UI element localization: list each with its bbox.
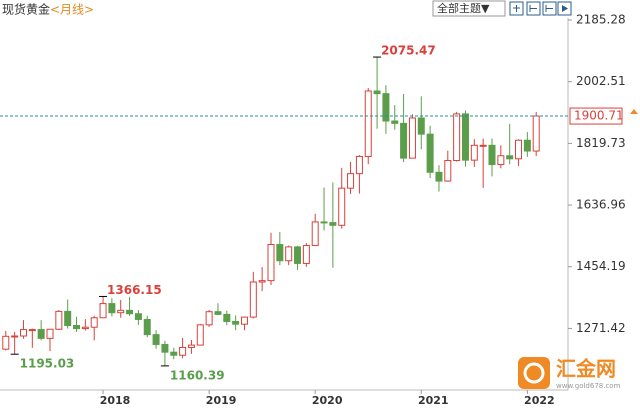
candle-body [338,187,346,226]
icon-glyph [545,5,553,12]
candle-body [205,311,213,326]
low-label: 1160.39 [170,368,225,382]
watermark-url: www.gold678.com [556,382,621,390]
chart-title: 现货黄金 [2,2,50,17]
last-price-arrow [630,109,638,115]
candle-body [90,317,98,328]
x-tick-label: 2019 [206,394,237,407]
candle-body [382,93,390,122]
candle-body [444,159,452,182]
toolbar-icons [509,1,572,16]
candle-body [435,171,443,182]
candle-body [426,133,434,173]
candle-body [294,246,302,264]
candle-body [143,318,151,336]
candle-body [400,122,408,159]
candle-body [523,139,531,152]
y-tick-label: 1454.19 [576,259,626,273]
candle-body [19,329,27,337]
candle-body [46,328,54,339]
candle-body [81,326,89,330]
candle-body [232,320,240,325]
watermark: 汇金网 www.gold678.com [518,357,621,390]
candle-body [532,115,540,152]
candle-body [196,324,204,346]
candle-body [223,313,231,322]
candle-body [134,313,142,320]
high-label: 2075.47 [381,44,436,58]
candle-body [2,335,10,350]
candle-body [117,309,125,314]
candle-body [506,155,514,160]
candle-body [276,244,284,262]
candle-body [179,346,187,356]
candle-body [417,117,425,135]
candle-body [55,310,63,330]
candle-body [364,90,372,157]
watermark-logo [518,357,550,389]
y-tick-label: 1636.96 [576,198,626,212]
candle-body [99,303,107,319]
high-label: 1366.15 [107,283,162,297]
watermark-logo-ring [523,362,545,384]
watermark-text: 汇金网 [556,357,616,381]
icon-glyph [562,5,568,12]
candle-body [258,280,266,283]
candle-body [453,113,461,161]
low-label: 1195.03 [20,357,75,371]
y-tick-label: 2002.51 [576,74,626,88]
candle-body [267,244,275,282]
candle-body [64,310,72,327]
candle-body [152,334,160,345]
candle-body [391,120,399,124]
candle-body [240,316,248,325]
icon-glyph [513,5,520,12]
candle-body [347,173,355,189]
candle-body [329,222,337,226]
y-tick-label: 1271.42 [576,321,626,335]
candle-body [187,344,195,348]
candle-body [515,139,523,160]
candle-body [320,221,328,224]
period-label[interactable]: <月线> [50,3,94,17]
candle-body [37,329,45,339]
candle-body [73,325,81,330]
candle-body [108,303,116,314]
y-tick-label: 2185.28 [576,13,626,27]
candle-body [355,155,363,175]
candle-body [302,245,310,264]
icon-glyph [529,5,537,12]
candle-body [488,144,496,166]
candle-body [126,309,134,315]
candle-body [285,246,293,262]
x-tick-label: 2022 [524,394,555,407]
y-tick-label: 1819.73 [576,136,626,150]
last-price-box [569,107,623,125]
candle-body [497,155,505,166]
x-tick-label: 2021 [418,394,449,407]
candle-body [408,117,416,159]
candle-body [311,221,319,247]
candle-body [11,335,19,338]
x-tick-label: 2018 [100,394,131,407]
last-price-label: 1900.71 [574,109,624,123]
candle-body [249,281,257,318]
candle-body [479,144,487,147]
candle-body [461,113,469,161]
candle-body [470,144,478,161]
theme-button[interactable] [432,0,506,17]
candle-body [161,343,169,353]
x-tick-label: 2020 [312,394,343,407]
candle-body [214,311,222,315]
theme-button-label[interactable]: 全部主题▼ [437,1,490,15]
candle-body [28,329,36,332]
candle-body [170,351,178,356]
candle-body [373,90,381,95]
